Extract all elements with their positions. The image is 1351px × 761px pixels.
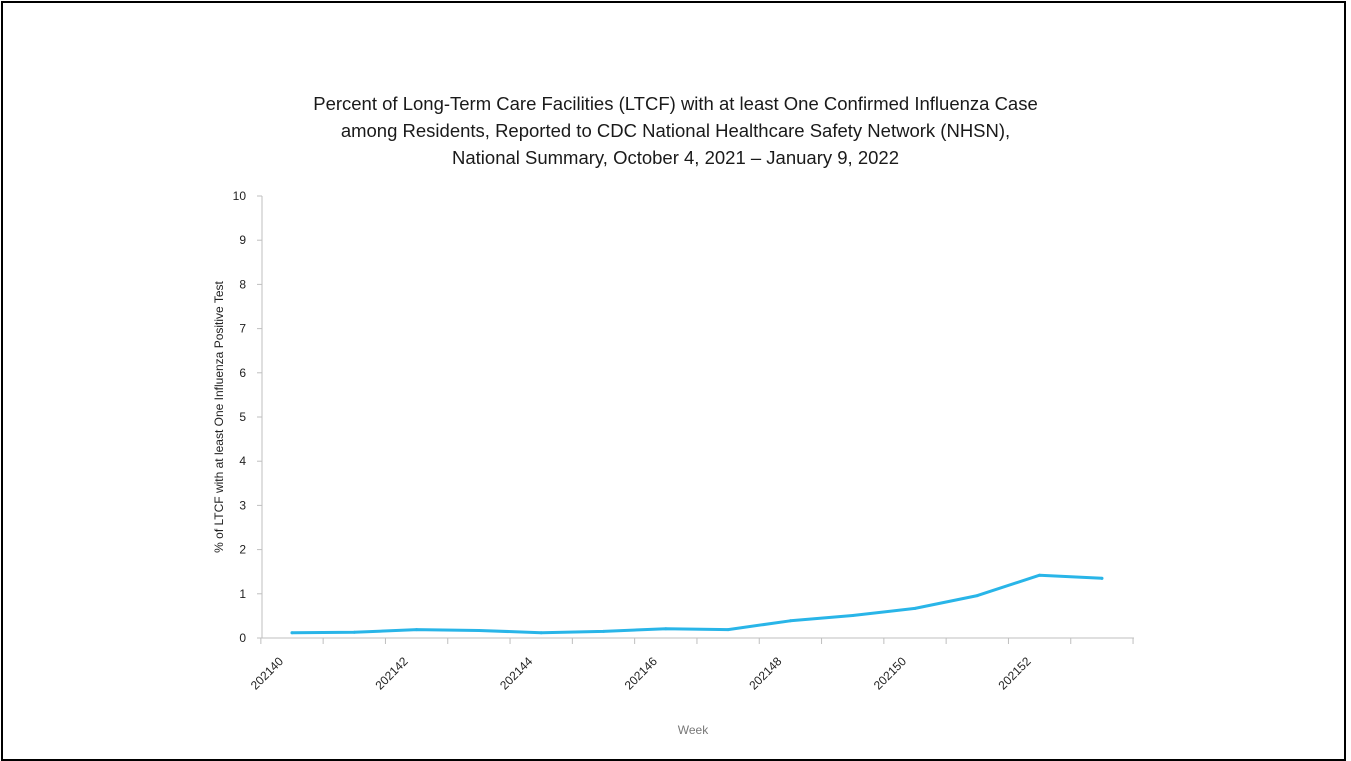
chart-title-line-3: National Summary, October 4, 2021 – Janu… (452, 147, 899, 168)
x-tick-label: 202144 (497, 654, 535, 692)
y-axis-title: % of LTCF with at least One Influenza Po… (212, 280, 226, 552)
x-axis-title: Week (678, 723, 709, 737)
y-tick-label: 2 (239, 543, 246, 557)
y-axis: 0 1 2 3 4 5 6 7 8 9 10 (233, 189, 263, 645)
chart-title-line-2: among Residents, Reported to CDC Nationa… (340, 120, 1011, 141)
y-tick-label: 3 (239, 498, 246, 512)
y-tick-label: 4 (239, 454, 246, 468)
data-point (975, 594, 979, 598)
series-layer (290, 573, 1104, 635)
y-tick-label: 5 (239, 410, 246, 424)
y-tick-label: 6 (239, 366, 246, 380)
series-line (290, 573, 1104, 635)
data-point (352, 630, 356, 634)
data-point (477, 628, 481, 632)
y-tick-label: 1 (239, 587, 246, 601)
y-tick-label: 9 (239, 233, 246, 247)
x-tick-label: 202152 (996, 654, 1034, 692)
data-point (664, 627, 668, 631)
data-point (851, 613, 855, 617)
x-tick-label: 202148 (746, 654, 784, 692)
x-axis: 202140 202142 202144 202146 202148 202150 2021… (248, 637, 1134, 692)
data-point (539, 631, 543, 635)
data-point (415, 628, 419, 632)
data-point (788, 619, 792, 623)
data-point (913, 606, 917, 610)
x-tick-label: 202142 (373, 654, 411, 692)
data-point (602, 629, 605, 633)
x-tick-label: 202140 (248, 654, 286, 692)
data-point (1038, 573, 1042, 577)
y-tick-label: 10 (233, 189, 247, 203)
chart-title-line-1: Percent of Long-Term Care Facilities (LT… (313, 93, 1038, 114)
data-point (726, 628, 730, 632)
data-point (1100, 576, 1104, 580)
chart-title: Percent of Long-Term Care Facilities (LT… (0, 90, 1351, 171)
x-tick-label: 202146 (622, 654, 660, 692)
data-point (290, 631, 294, 635)
y-tick-label: 0 (239, 631, 246, 645)
y-tick-label: 8 (239, 277, 246, 291)
y-tick-label: 7 (239, 322, 246, 336)
x-tick-label: 202150 (871, 654, 909, 692)
